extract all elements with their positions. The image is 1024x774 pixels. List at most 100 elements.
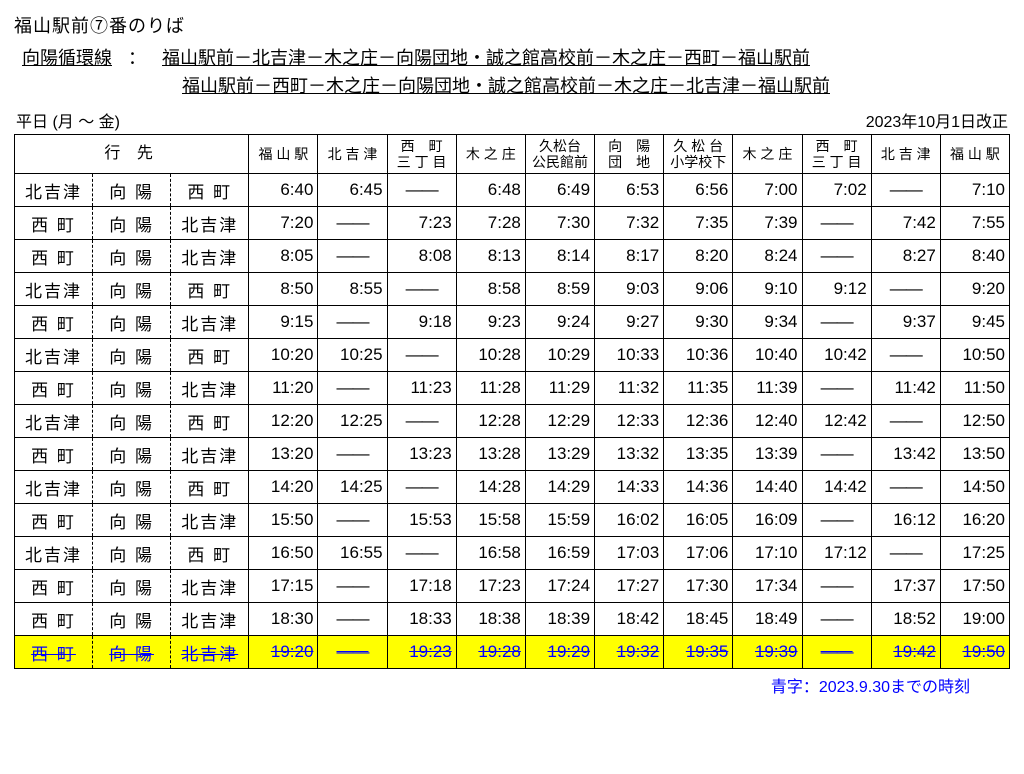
time-cell: 17:23: [456, 570, 525, 603]
dest-cell: 北吉津: [171, 504, 249, 537]
time-cell: 14:25: [318, 471, 387, 504]
route-name: 向陽循環線: [22, 44, 112, 70]
time-cell: 7:55: [940, 207, 1009, 240]
dest-cell: 北吉津: [171, 207, 249, 240]
time-cell: 10:28: [456, 339, 525, 372]
dest-cell: 西 町: [171, 339, 249, 372]
dest-cell: 北吉津: [171, 603, 249, 636]
time-cell: ――: [387, 537, 456, 570]
time-cell: 10:42: [802, 339, 871, 372]
timetable: 行 先福 山 駅北 吉 津西 町三 丁 目木 之 庄久松台公民館前向 陽団 地久…: [14, 134, 1010, 669]
dest-cell: 北吉津: [171, 372, 249, 405]
table-row: 西 町向 陽北吉津19:20――19:2319:2819:2919:3219:3…: [15, 636, 1010, 669]
sub-header-row: 平日 (月 ～ 金) 2023年10月1日改正: [16, 108, 1008, 132]
time-cell: 9:27: [595, 306, 664, 339]
dest-cell: 西 町: [15, 636, 93, 669]
col-stop: 木 之 庄: [733, 135, 802, 174]
time-cell: 19:29: [525, 636, 594, 669]
time-cell: ――: [802, 207, 871, 240]
time-cell: 10:36: [664, 339, 733, 372]
time-cell: 13:20: [249, 438, 318, 471]
time-cell: 7:23: [387, 207, 456, 240]
time-cell: 13:35: [664, 438, 733, 471]
time-cell: 7:30: [525, 207, 594, 240]
time-cell: 18:49: [733, 603, 802, 636]
time-cell: 18:38: [456, 603, 525, 636]
time-cell: ――: [802, 438, 871, 471]
time-cell: 8:24: [733, 240, 802, 273]
col-stop: 久 松 台小学校下: [664, 135, 733, 174]
dest-cell: 西 町: [15, 570, 93, 603]
dest-cell: 西 町: [171, 537, 249, 570]
time-cell: 17:27: [595, 570, 664, 603]
dest-cell: 向 陽: [93, 372, 171, 405]
table-row: 西 町向 陽北吉津9:15――9:189:239:249:279:309:34―…: [15, 306, 1010, 339]
time-cell: 13:32: [595, 438, 664, 471]
time-cell: 8:55: [318, 273, 387, 306]
table-row: 北吉津向 陽西 町16:5016:55――16:5816:5917:0317:0…: [15, 537, 1010, 570]
time-cell: 7:10: [940, 174, 1009, 207]
table-row: 西 町向 陽北吉津11:20――11:2311:2811:2911:3211:3…: [15, 372, 1010, 405]
time-cell: 17:18: [387, 570, 456, 603]
time-cell: 12:50: [940, 405, 1009, 438]
time-cell: ――: [387, 339, 456, 372]
time-cell: 19:42: [871, 636, 940, 669]
route-path-2: 福山駅前－西町－木之庄－向陽団地・誠之館高校前－木之庄－北吉津－福山駅前: [182, 72, 830, 98]
time-cell: 9:12: [802, 273, 871, 306]
time-cell: 11:50: [940, 372, 1009, 405]
stop-title: 福山駅前⑦番のりば: [14, 12, 1010, 38]
time-cell: 8:59: [525, 273, 594, 306]
time-cell: 19:00: [940, 603, 1009, 636]
time-cell: 11:32: [595, 372, 664, 405]
time-cell: 9:03: [595, 273, 664, 306]
dest-cell: 北吉津: [15, 339, 93, 372]
route-separator: ：: [120, 44, 154, 70]
time-cell: 12:28: [456, 405, 525, 438]
time-cell: 8:13: [456, 240, 525, 273]
table-row: 北吉津向 陽西 町6:406:45――6:486:496:536:567:007…: [15, 174, 1010, 207]
time-cell: 19:28: [456, 636, 525, 669]
time-cell: 15:59: [525, 504, 594, 537]
time-cell: 18:45: [664, 603, 733, 636]
time-cell: 11:28: [456, 372, 525, 405]
time-cell: 11:29: [525, 372, 594, 405]
time-cell: 6:48: [456, 174, 525, 207]
time-cell: 12:36: [664, 405, 733, 438]
dest-cell: 西 町: [15, 207, 93, 240]
time-cell: ――: [802, 240, 871, 273]
time-cell: 9:45: [940, 306, 1009, 339]
time-cell: 9:34: [733, 306, 802, 339]
time-cell: 7:39: [733, 207, 802, 240]
col-destination: 行 先: [15, 135, 249, 174]
time-cell: 16:50: [249, 537, 318, 570]
time-cell: 9:24: [525, 306, 594, 339]
dest-cell: 向 陽: [93, 504, 171, 537]
time-cell: 6:45: [318, 174, 387, 207]
time-cell: 17:03: [595, 537, 664, 570]
time-cell: 14:36: [664, 471, 733, 504]
time-cell: 17:34: [733, 570, 802, 603]
time-cell: 12:33: [595, 405, 664, 438]
dest-cell: 西 町: [15, 504, 93, 537]
time-cell: 14:33: [595, 471, 664, 504]
time-cell: 15:50: [249, 504, 318, 537]
time-cell: 7:20: [249, 207, 318, 240]
day-label: 平日 (月 ～ 金): [16, 108, 120, 132]
time-cell: 12:29: [525, 405, 594, 438]
col-stop: 向 陽団 地: [595, 135, 664, 174]
time-cell: 16:20: [940, 504, 1009, 537]
time-cell: ――: [387, 405, 456, 438]
time-cell: ――: [318, 306, 387, 339]
time-cell: 15:53: [387, 504, 456, 537]
time-cell: 7:35: [664, 207, 733, 240]
time-cell: 8:20: [664, 240, 733, 273]
time-cell: 11:20: [249, 372, 318, 405]
time-cell: 19:20: [249, 636, 318, 669]
dest-cell: 西 町: [15, 438, 93, 471]
time-cell: 8:05: [249, 240, 318, 273]
dest-cell: 西 町: [15, 306, 93, 339]
time-cell: 7:28: [456, 207, 525, 240]
time-cell: 18:52: [871, 603, 940, 636]
time-cell: ――: [871, 339, 940, 372]
dest-cell: 北吉津: [171, 306, 249, 339]
